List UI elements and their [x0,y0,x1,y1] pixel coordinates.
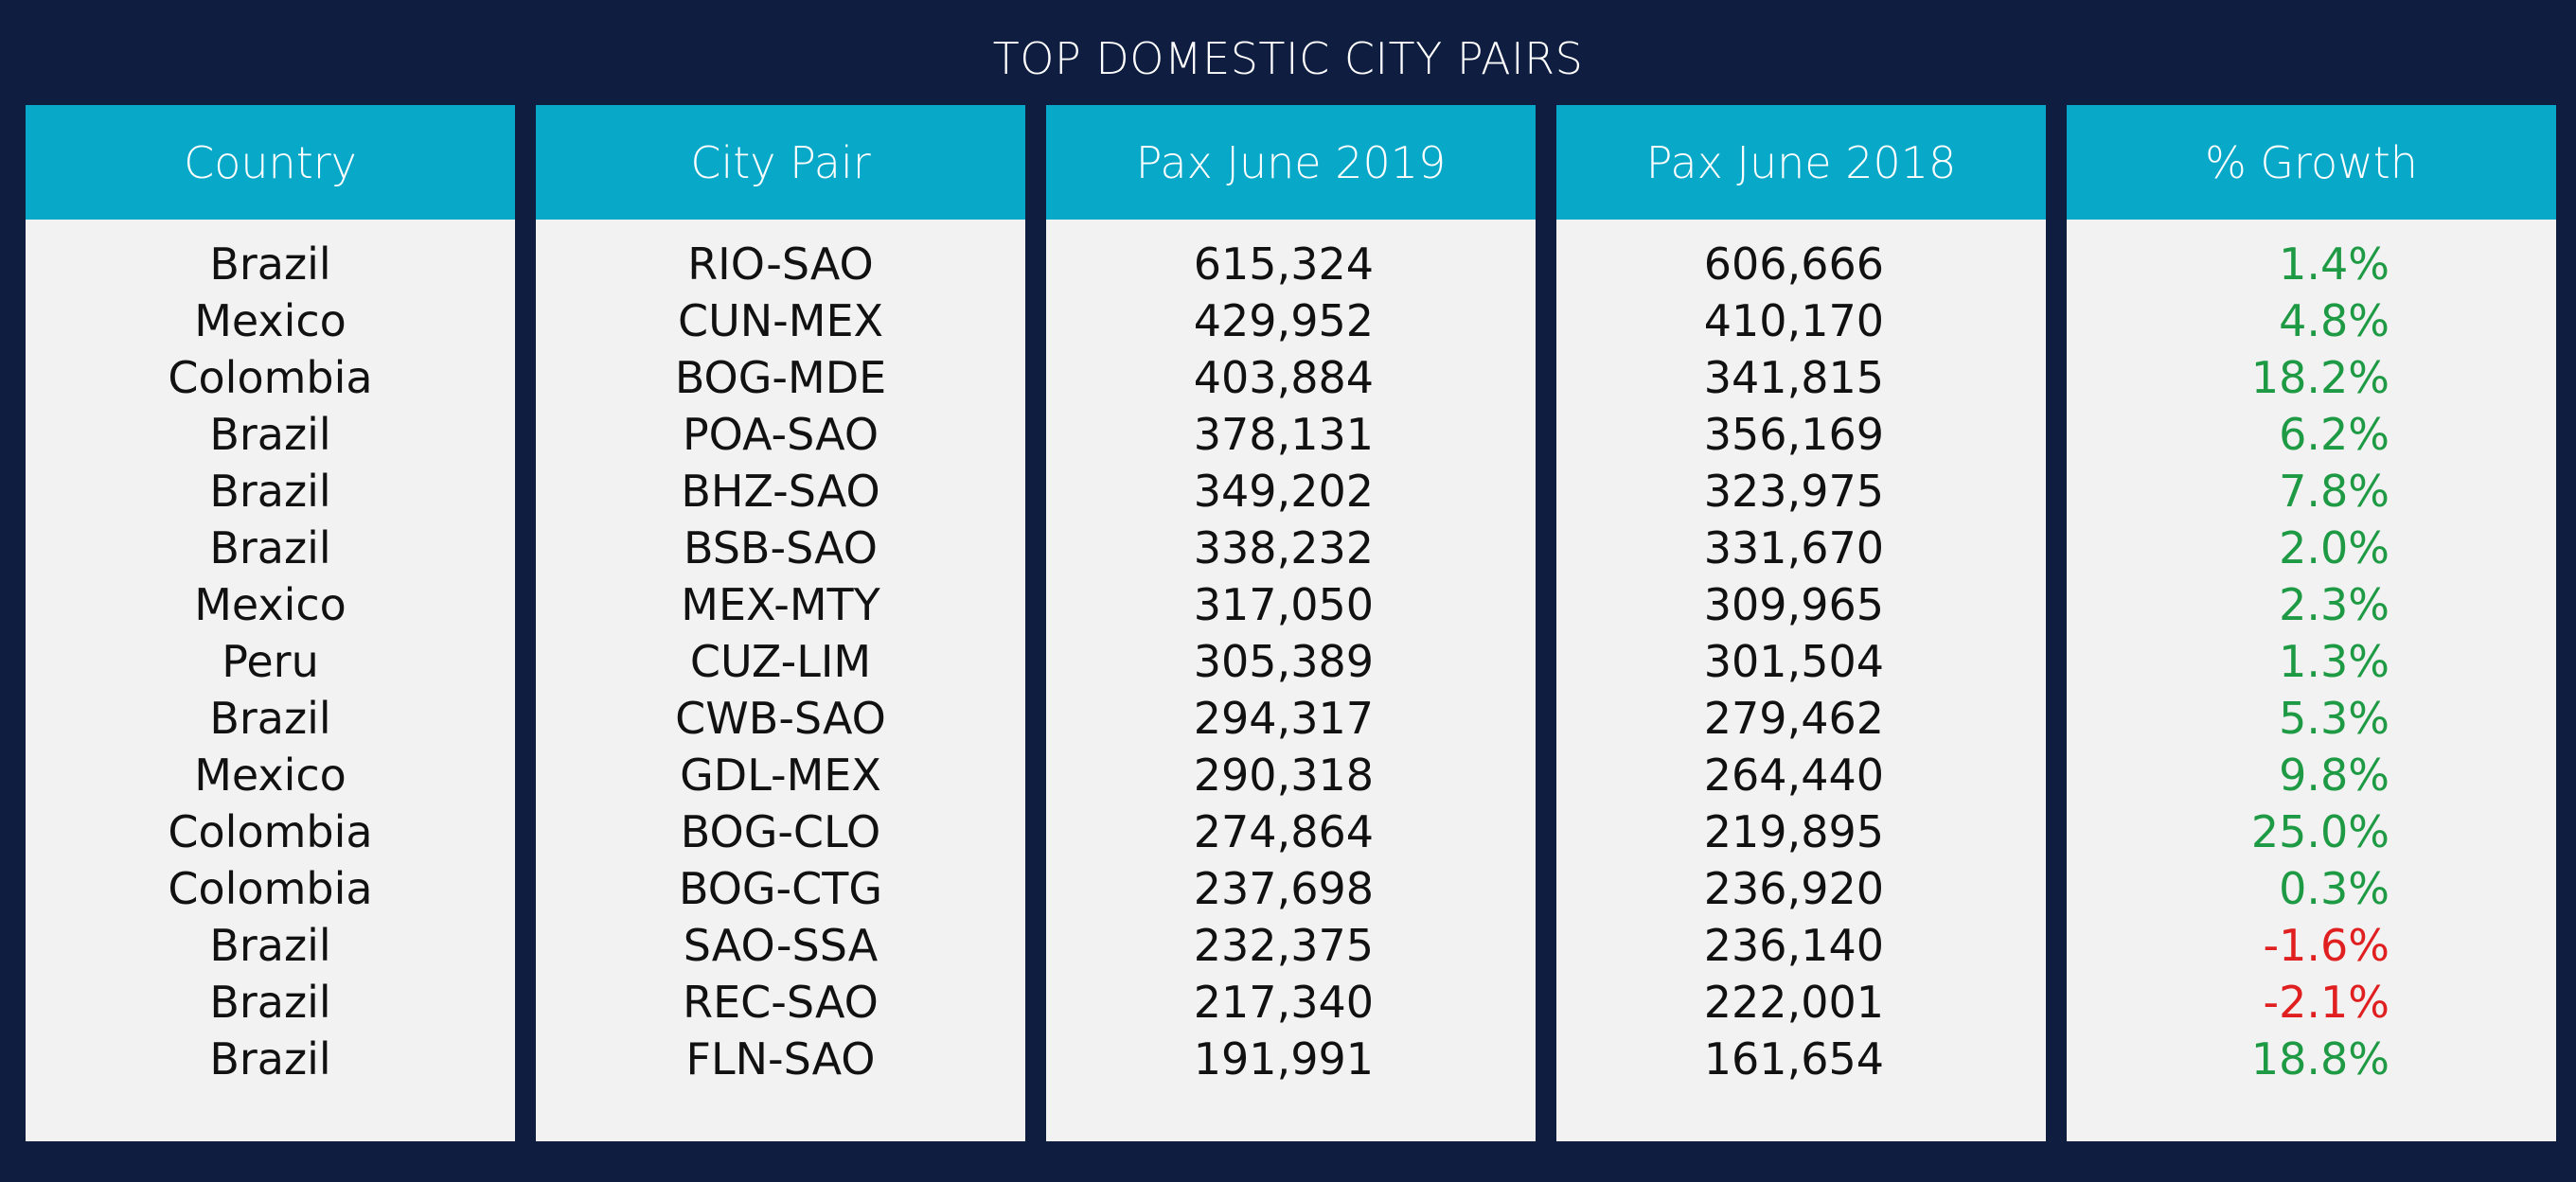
city-pair-cell: CUN-MEX [677,295,884,346]
pax-2018-cell: 341,815 [1703,352,1884,403]
pax-2019-cell: 290,318 [1193,750,1374,801]
city-pair-cell: CUZ-LIM [689,636,872,687]
pax-2018-cell: 161,654 [1703,1033,1884,1085]
city-pair-cell: BOG-MDE [674,352,887,403]
growth-cell: 18.2% [2250,352,2389,403]
city-pair-cell: BHZ-SAO [681,466,880,517]
pax-2018-cell: 323,975 [1703,466,1884,517]
pax-2019-cell: 294,317 [1193,693,1374,744]
city-pair-cell: FLN-SAO [685,1033,876,1085]
growth-cell: 1.3% [2279,636,2389,687]
growth-cell: 25.0% [2250,806,2389,857]
country-column-body: Brazil Mexico Colombia Brazil Brazil Brazil Me… [26,220,515,1141]
growth-column-body: 1.4% 4.8% 18.2% 6.2% 7.8% 2.0% 2.3% 1.3% 5.3% 9.8… [2067,220,2556,1141]
country-header: Country [26,105,515,220]
growth-cell: 7.8% [2279,466,2389,517]
pax-2019-cell: 217,340 [1193,977,1374,1028]
pax-2019-cell: 378,131 [1193,409,1374,460]
pax-2019-cell: 349,202 [1193,466,1374,517]
city-pair-cell: REC-SAO [683,977,879,1028]
pax-2019-cell: 403,884 [1193,352,1374,403]
growth-cell: -2.1% [2263,977,2389,1028]
city-pair-cell: BSB-SAO [683,522,879,573]
country-cell: Mexico [194,579,346,630]
growth-cell: 9.8% [2279,750,2389,801]
city-pair-cell: RIO-SAO [687,238,874,290]
country-column: Country Brazil Mexico Colombia Brazil Brazil… [26,105,515,1141]
country-cell: Brazil [209,977,331,1028]
pax-2018-header: Pax June 2018 [1556,105,2046,220]
pax-2018-cell: 264,440 [1703,750,1884,801]
city-pair-cell: SAO-SSA [683,920,879,971]
country-cell: Brazil [209,920,331,971]
pax-2019-cell: 305,389 [1193,636,1374,687]
pax-2019-cell: 317,050 [1193,579,1374,630]
pax-2019-cell: 338,232 [1193,522,1374,573]
country-cell: Peru [222,636,319,687]
country-cell: Colombia [168,863,373,914]
pax-2019-cell: 615,324 [1193,238,1374,290]
pax-2018-cell: 356,169 [1703,409,1884,460]
pax-2018-cell: 606,666 [1703,238,1884,290]
pax-2018-cell: 236,140 [1703,920,1884,971]
pax-2019-column-body: 615,324 429,952 403,884 378,131 349,202 338,2… [1046,220,1536,1141]
pax-2019-cell: 237,698 [1193,863,1374,914]
pax-2019-header: Pax June 2019 [1046,105,1536,220]
country-cell: Brazil [209,1033,331,1085]
pax-2019-cell: 191,991 [1193,1033,1374,1085]
country-cell: Brazil [209,522,331,573]
pax-2018-cell: 236,920 [1703,863,1884,914]
pax-2018-column-body: 606,666 410,170 341,815 356,169 323,975 331,6… [1556,220,2046,1141]
growth-cell: 0.3% [2279,863,2389,914]
pax-2019-cell: 274,864 [1193,806,1374,857]
country-cell: Brazil [209,693,331,744]
growth-cell: 4.8% [2279,295,2389,346]
pax-2018-cell: 331,670 [1703,522,1884,573]
pax-2019-cell: 232,375 [1193,920,1374,971]
pax-2018-cell: 219,895 [1703,806,1884,857]
pax-2018-cell: 301,504 [1703,636,1884,687]
city-pair-cell: MEX-MTY [681,579,880,630]
city-pair-header: City Pair [536,105,1025,220]
pax-2018-cell: 309,965 [1703,579,1884,630]
growth-cell: 1.4% [2279,238,2389,290]
pax-2018-cell: 222,001 [1703,977,1884,1028]
country-cell: Mexico [194,750,346,801]
country-cell: Colombia [168,352,373,403]
growth-column: % Growth 1.4% 4.8% 18.2% 6.2% 7.8% 2.0% 2.3% 1.… [2067,105,2556,1141]
growth-cell: 18.8% [2250,1033,2389,1085]
pax-2018-cell: 410,170 [1703,295,1884,346]
city-pair-cell: POA-SAO [682,409,879,460]
country-cell: Colombia [168,806,373,857]
pax-2018-column: Pax June 2018 606,666 410,170 341,815 356,1… [1556,105,2046,1141]
table-title: TOP DOMESTIC CITY PAIRS [992,33,1584,84]
city-pair-cell: BOG-CLO [680,806,881,857]
country-cell: Brazil [209,466,331,517]
pax-2018-cell: 279,462 [1703,693,1884,744]
growth-cell: -1.6% [2263,920,2389,971]
pax-2019-column: Pax June 2019 615,324 429,952 403,884 378,1… [1046,105,1536,1141]
growth-header: % Growth [2067,105,2556,220]
city-pair-cell: CWB-SAO [675,693,886,744]
growth-cell: 5.3% [2279,693,2389,744]
city-pair-column: City Pair RIO-SAO CUN-MEX BOG-MDE POA-SAO BH… [536,105,1025,1141]
city-pair-cell: BOG-CTG [678,863,883,914]
country-cell: Mexico [194,295,346,346]
city-pair-cell: GDL-MEX [680,750,881,801]
country-cell: Brazil [209,409,331,460]
country-cell: Brazil [209,238,331,290]
city-pair-column-body: RIO-SAO CUN-MEX BOG-MDE POA-SAO BHZ-SAO BSB-S… [536,220,1025,1141]
growth-cell: 2.0% [2279,522,2389,573]
growth-cell: 2.3% [2279,579,2389,630]
growth-cell: 6.2% [2279,409,2389,460]
pax-2019-cell: 429,952 [1193,295,1374,346]
